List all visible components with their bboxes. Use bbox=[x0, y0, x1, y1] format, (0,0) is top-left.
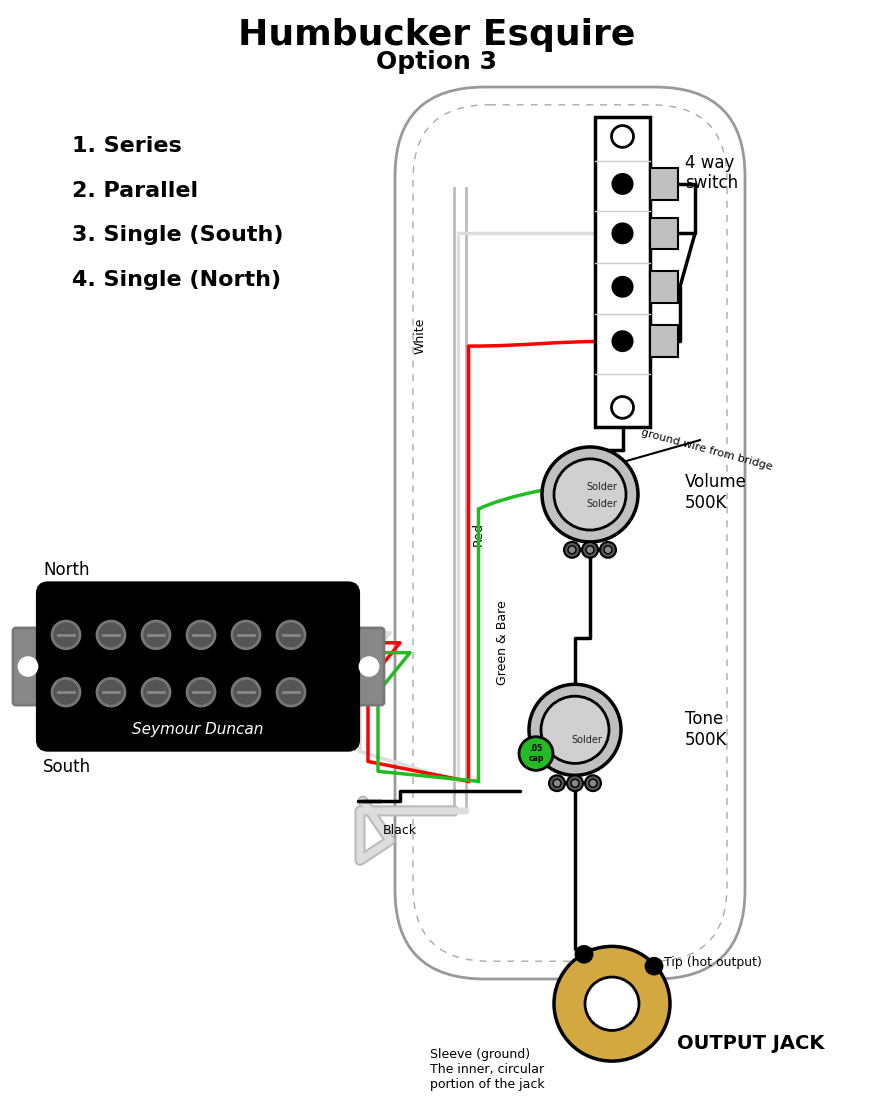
Circle shape bbox=[586, 546, 594, 553]
Circle shape bbox=[600, 542, 616, 558]
Circle shape bbox=[612, 174, 633, 194]
Circle shape bbox=[564, 542, 580, 558]
Text: 3. Single (South): 3. Single (South) bbox=[72, 226, 284, 245]
Circle shape bbox=[585, 977, 639, 1031]
Circle shape bbox=[571, 779, 579, 788]
Bar bbox=[650, 271, 678, 303]
Circle shape bbox=[612, 277, 633, 297]
Circle shape bbox=[142, 621, 170, 649]
FancyBboxPatch shape bbox=[38, 583, 358, 749]
Circle shape bbox=[585, 776, 601, 791]
Circle shape bbox=[554, 946, 670, 1062]
Text: Red: Red bbox=[472, 522, 485, 546]
Text: Tip (hot output): Tip (hot output) bbox=[664, 956, 762, 969]
Circle shape bbox=[142, 679, 170, 706]
Circle shape bbox=[97, 621, 125, 649]
Circle shape bbox=[612, 223, 633, 243]
Text: ground wire from bridge: ground wire from bridge bbox=[640, 428, 774, 472]
Text: 2. Parallel: 2. Parallel bbox=[72, 180, 198, 201]
Circle shape bbox=[604, 546, 612, 553]
Text: Humbucker Esquire: Humbucker Esquire bbox=[238, 18, 635, 52]
Circle shape bbox=[612, 125, 634, 147]
Text: OUTPUT JACK: OUTPUT JACK bbox=[677, 1034, 824, 1053]
Circle shape bbox=[187, 679, 215, 706]
Text: Green & Bare: Green & Bare bbox=[496, 601, 509, 685]
Text: North: North bbox=[43, 561, 89, 579]
Circle shape bbox=[360, 658, 378, 675]
Circle shape bbox=[277, 621, 305, 649]
Text: Solder: Solder bbox=[586, 499, 618, 509]
Text: Black: Black bbox=[383, 824, 417, 837]
Text: Seymour Duncan: Seymour Duncan bbox=[132, 723, 263, 737]
Text: Tone
500K: Tone 500K bbox=[685, 711, 727, 749]
Text: Volume
500K: Volume 500K bbox=[685, 473, 747, 512]
Text: Solder: Solder bbox=[571, 735, 602, 745]
FancyBboxPatch shape bbox=[13, 628, 43, 705]
Circle shape bbox=[582, 542, 598, 558]
Text: Option 3: Option 3 bbox=[376, 51, 498, 75]
Text: South: South bbox=[43, 758, 91, 777]
Circle shape bbox=[232, 679, 260, 706]
Circle shape bbox=[277, 679, 305, 706]
Circle shape bbox=[542, 447, 638, 542]
Circle shape bbox=[553, 779, 561, 788]
Text: Solder: Solder bbox=[586, 482, 618, 492]
Circle shape bbox=[567, 776, 583, 791]
Bar bbox=[650, 168, 678, 200]
Circle shape bbox=[541, 696, 609, 763]
Circle shape bbox=[612, 397, 634, 418]
Circle shape bbox=[52, 621, 80, 649]
Circle shape bbox=[646, 958, 662, 975]
Circle shape bbox=[576, 946, 592, 962]
Circle shape bbox=[187, 621, 215, 649]
Circle shape bbox=[52, 679, 80, 706]
Circle shape bbox=[529, 684, 621, 776]
Text: .05
cap: .05 cap bbox=[528, 744, 543, 763]
Bar bbox=[650, 218, 678, 250]
Text: 1. Series: 1. Series bbox=[72, 136, 182, 156]
Circle shape bbox=[232, 621, 260, 649]
Circle shape bbox=[612, 331, 633, 351]
Circle shape bbox=[519, 737, 553, 770]
Circle shape bbox=[19, 658, 37, 675]
Text: 4 way
switch: 4 way switch bbox=[685, 154, 738, 192]
Bar bbox=[650, 326, 678, 358]
Text: White: White bbox=[414, 318, 426, 354]
Bar bbox=[595, 117, 650, 427]
Circle shape bbox=[549, 776, 565, 791]
Circle shape bbox=[568, 546, 576, 553]
Circle shape bbox=[554, 459, 626, 530]
Text: 4. Single (North): 4. Single (North) bbox=[72, 270, 281, 290]
Circle shape bbox=[589, 779, 597, 788]
Circle shape bbox=[97, 679, 125, 706]
FancyBboxPatch shape bbox=[354, 628, 384, 705]
Text: Sleeve (ground)
The inner, circular
portion of the jack: Sleeve (ground) The inner, circular port… bbox=[430, 1048, 544, 1091]
